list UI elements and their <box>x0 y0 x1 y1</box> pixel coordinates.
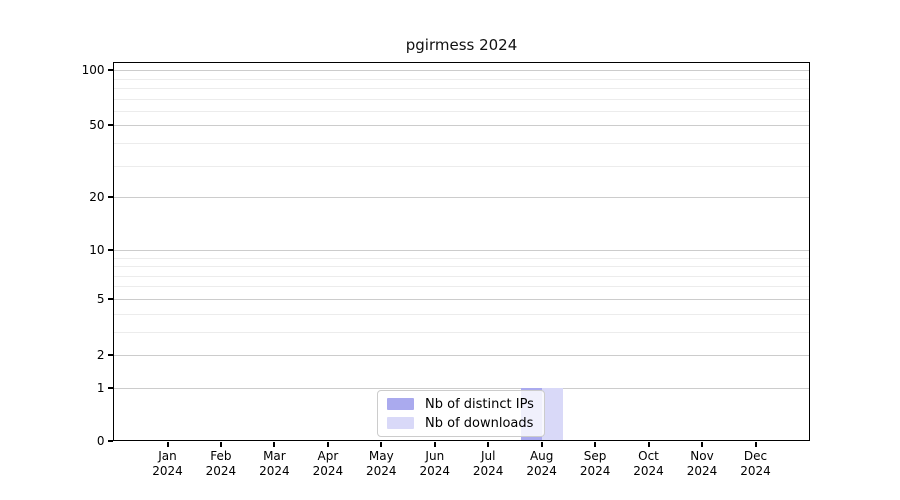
x-tick-mark <box>433 442 436 447</box>
y-tick-mark <box>107 440 113 442</box>
x-tick-label: Dec 2024 <box>740 449 771 478</box>
x-tick-label: Sep 2024 <box>579 449 611 478</box>
bar <box>541 388 563 441</box>
minor-gridline <box>113 286 810 288</box>
major-gridline <box>113 298 810 300</box>
x-tick-label: Jul 2024 <box>472 449 504 478</box>
y-tick-label: 0 <box>96 434 105 448</box>
y-tick-mark <box>107 297 113 300</box>
major-gridline <box>113 197 810 199</box>
legend-swatch-distinct-ips <box>387 398 414 410</box>
x-tick-label: Apr 2024 <box>312 449 344 478</box>
x-tick-label: May 2024 <box>366 449 397 478</box>
minor-gridline <box>113 87 810 89</box>
major-gridline <box>113 249 810 251</box>
minor-gridline <box>113 313 810 315</box>
x-tick-mark <box>647 442 650 447</box>
y-tick-mark <box>107 196 113 199</box>
minor-gridline <box>113 78 810 80</box>
major-gridline <box>113 70 810 71</box>
legend-label-distinct-ips: Nb of distinct IPs <box>425 396 534 412</box>
minor-gridline <box>113 266 810 267</box>
y-tick-mark <box>107 387 113 389</box>
chart-title: pgirmess 2024 <box>405 36 518 54</box>
y-tick-label: 20 <box>89 190 105 205</box>
x-tick-label: Mar 2024 <box>259 449 290 478</box>
legend-swatch-downloads <box>387 417 414 429</box>
y-tick-mark <box>107 354 113 357</box>
y-tick-mark <box>107 69 113 71</box>
x-tick-label: Aug 2024 <box>526 449 557 478</box>
y-tick-label: 2 <box>96 348 105 363</box>
x-tick-label: Oct 2024 <box>633 449 664 478</box>
major-gridline <box>113 355 810 357</box>
x-tick-label: Nov 2024 <box>686 449 718 478</box>
y-tick-mark <box>107 248 113 251</box>
x-tick-mark <box>219 442 222 447</box>
x-tick-mark <box>166 442 169 447</box>
x-tick-mark <box>540 442 543 447</box>
x-tick-mark <box>701 442 703 447</box>
x-tick-mark <box>380 442 383 447</box>
x-tick-mark <box>594 442 597 447</box>
legend-item-downloads: Nb of downloads <box>387 416 535 431</box>
x-tick-label: Feb 2024 <box>205 449 237 478</box>
plot-area <box>113 62 810 441</box>
major-gridline <box>113 125 810 127</box>
minor-gridline <box>113 110 810 112</box>
major-gridline <box>113 388 810 389</box>
x-tick-mark <box>754 442 757 447</box>
x-tick-mark <box>487 442 490 447</box>
y-tick-label: 50 <box>89 118 105 133</box>
legend-label-downloads: Nb of downloads <box>425 415 534 431</box>
y-tick-mark <box>107 124 113 127</box>
y-tick-label: 1 <box>96 381 105 395</box>
minor-gridline <box>113 257 810 259</box>
y-tick-label: 5 <box>96 291 105 306</box>
legend: Nb of distinct IPs Nb of downloads <box>377 390 545 437</box>
minor-gridline <box>113 165 810 167</box>
x-tick-mark <box>326 442 329 447</box>
minor-gridline <box>113 143 810 145</box>
x-tick-label: Jun 2024 <box>419 449 451 478</box>
x-tick-label: Jan 2024 <box>152 449 183 478</box>
minor-gridline <box>113 275 810 277</box>
legend-item-distinct-ips: Nb of distinct IPs <box>387 397 535 412</box>
y-tick-label: 10 <box>89 242 105 257</box>
y-tick-label: 100 <box>81 63 105 77</box>
x-tick-mark <box>273 442 276 447</box>
minor-gridline <box>113 331 810 333</box>
minor-gridline <box>113 98 810 100</box>
